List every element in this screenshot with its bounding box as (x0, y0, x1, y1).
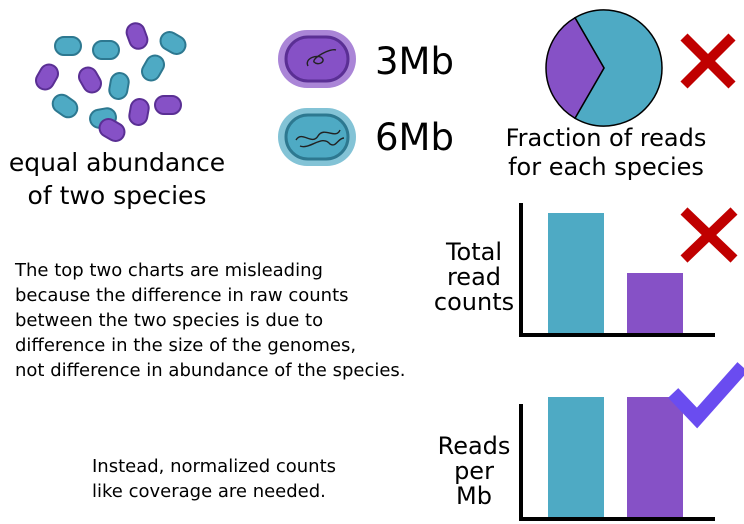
reads-per-mb-ylabel: Reads per Mb (420, 434, 528, 509)
bacterium-small-genome-icon (278, 30, 356, 88)
bacteria-cell-icon (124, 21, 150, 52)
total-read-counts-ylabel: Total read counts (420, 240, 528, 315)
genome-size-6mb-label: 6Mb (375, 116, 454, 159)
abundance-caption: equal abundance of two species (0, 146, 234, 212)
bacterium-large-genome-icon (278, 108, 356, 166)
bacteria-cluster (33, 21, 189, 145)
bacteria-cell-icon (157, 29, 189, 58)
bacteria-cell-icon (108, 72, 130, 101)
bar-small-species (627, 397, 683, 517)
pie-chart-caption: Fraction of reads for each species (490, 124, 722, 182)
misleading-explanation-text: The top two charts are misleading becaus… (15, 258, 406, 383)
bacteria-cell-icon (76, 64, 105, 96)
total-read-counts-bars (548, 213, 683, 333)
reads-per-mb-bars (548, 397, 683, 517)
cross-icon (684, 211, 734, 259)
bacteria-cell-icon (55, 37, 81, 55)
cross-icon (684, 37, 732, 85)
bacteria-cell-icon (49, 91, 81, 121)
bacteria-cell-icon (139, 52, 168, 84)
bacteria-cell-icon (93, 41, 119, 59)
check-icon (678, 372, 738, 418)
genome-size-3mb-label: 3Mb (375, 40, 454, 83)
bar-small-species (627, 273, 683, 333)
bacteria-cell-icon (128, 98, 150, 127)
bacteria-cell-icon (155, 96, 181, 114)
bar-large-species (548, 397, 604, 517)
bar-large-species (548, 213, 604, 333)
bacteria-cell-icon (33, 61, 62, 93)
normalization-advice-text: Instead, normalized counts like coverage… (92, 454, 336, 504)
